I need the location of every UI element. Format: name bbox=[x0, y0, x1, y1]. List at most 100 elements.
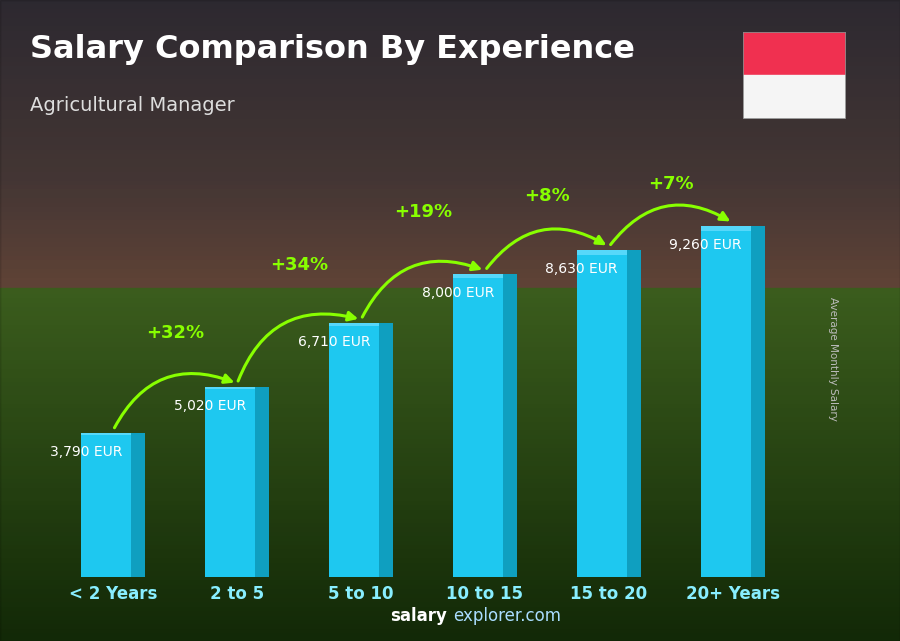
Bar bbox=[0, 225, 900, 229]
Bar bbox=[0, 293, 900, 297]
Bar bbox=[0, 137, 900, 141]
Bar bbox=[0, 372, 900, 376]
Bar bbox=[0, 390, 900, 394]
Bar bbox=[0, 185, 900, 190]
Bar bbox=[0, 469, 900, 474]
Bar bbox=[0, 302, 900, 306]
Bar bbox=[0, 553, 900, 557]
Bar bbox=[0, 256, 900, 260]
Bar bbox=[0, 425, 900, 429]
Bar bbox=[0, 606, 900, 610]
Bar bbox=[0, 26, 900, 31]
Bar bbox=[0, 251, 900, 256]
Bar bbox=[0, 31, 900, 35]
Bar bbox=[0, 57, 900, 62]
Bar bbox=[0, 297, 900, 302]
Bar bbox=[0, 491, 900, 495]
Bar bbox=[0, 531, 900, 535]
Bar bbox=[0, 207, 900, 212]
Bar bbox=[0, 438, 900, 443]
Bar bbox=[0, 132, 900, 137]
Text: Salary Comparison By Experience: Salary Comparison By Experience bbox=[30, 33, 634, 65]
Bar bbox=[0, 326, 900, 331]
Text: 8,000 EUR: 8,000 EUR bbox=[421, 286, 494, 300]
Bar bbox=[0, 304, 900, 308]
Bar bbox=[0, 163, 900, 167]
Bar bbox=[0, 557, 900, 562]
Bar bbox=[0, 317, 900, 322]
Bar bbox=[0, 101, 900, 106]
Bar bbox=[0, 9, 900, 13]
Bar bbox=[0, 167, 900, 172]
Bar bbox=[0, 40, 900, 44]
Bar bbox=[0, 359, 900, 363]
Bar bbox=[0, 341, 900, 345]
Bar bbox=[0, 44, 900, 49]
Bar bbox=[0, 575, 900, 579]
Bar bbox=[0, 319, 900, 324]
Bar bbox=[0, 88, 900, 92]
Bar bbox=[0, 447, 900, 451]
Bar bbox=[0, 601, 900, 606]
Bar bbox=[0, 0, 900, 4]
Bar bbox=[0, 443, 900, 447]
Bar bbox=[0, 212, 900, 216]
Bar bbox=[0, 399, 900, 403]
Bar bbox=[0, 106, 900, 110]
Bar bbox=[0, 154, 900, 158]
Bar bbox=[379, 322, 393, 577]
Text: +8%: +8% bbox=[524, 187, 570, 205]
Bar bbox=[0, 632, 900, 637]
Bar bbox=[0, 159, 900, 163]
Bar bbox=[0, 194, 900, 198]
Bar bbox=[0, 238, 900, 242]
Text: 5,020 EUR: 5,020 EUR bbox=[174, 399, 246, 413]
Bar bbox=[0, 517, 900, 522]
Bar bbox=[0, 345, 900, 350]
Bar bbox=[0, 403, 900, 408]
Bar bbox=[0, 150, 900, 154]
Bar bbox=[0, 35, 900, 40]
Bar bbox=[0, 79, 900, 84]
Bar bbox=[0, 49, 900, 53]
Bar bbox=[0, 172, 900, 176]
Bar bbox=[0, 331, 900, 335]
Text: +19%: +19% bbox=[394, 203, 452, 221]
Bar bbox=[0, 84, 900, 88]
Bar bbox=[0, 597, 900, 601]
Bar bbox=[0, 394, 900, 399]
Bar bbox=[0, 592, 900, 597]
Bar bbox=[0, 141, 900, 146]
Bar bbox=[0, 482, 900, 487]
Bar bbox=[0, 570, 900, 575]
Bar bbox=[0, 128, 900, 132]
Bar bbox=[0, 549, 900, 553]
Text: 9,260 EUR: 9,260 EUR bbox=[670, 238, 742, 252]
Bar bbox=[0, 242, 900, 247]
Bar bbox=[0, 62, 900, 66]
Bar bbox=[0, 92, 900, 97]
Bar bbox=[577, 250, 627, 254]
Bar bbox=[0, 513, 900, 518]
Bar bbox=[0, 535, 900, 540]
Bar bbox=[0, 381, 900, 385]
Bar bbox=[0, 416, 900, 420]
Text: +7%: +7% bbox=[648, 174, 694, 192]
Bar bbox=[0, 385, 900, 390]
Bar bbox=[0, 487, 900, 491]
Bar bbox=[700, 226, 751, 577]
Bar bbox=[0, 339, 900, 344]
Bar bbox=[0, 540, 900, 544]
Bar bbox=[0, 119, 900, 123]
Bar bbox=[0, 306, 900, 310]
Bar bbox=[577, 250, 627, 577]
Bar bbox=[0, 328, 900, 333]
Bar bbox=[742, 32, 846, 76]
Bar bbox=[0, 190, 900, 194]
Bar bbox=[0, 18, 900, 22]
Bar bbox=[0, 97, 900, 101]
Bar bbox=[0, 110, 900, 115]
Bar bbox=[0, 71, 900, 75]
Text: +32%: +32% bbox=[146, 324, 204, 342]
Bar bbox=[0, 324, 900, 328]
